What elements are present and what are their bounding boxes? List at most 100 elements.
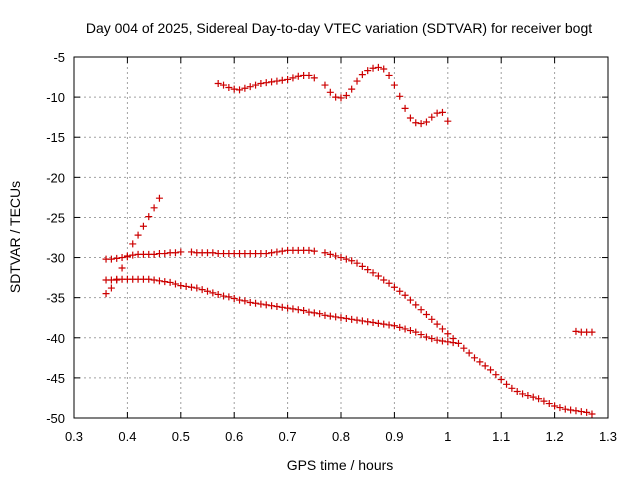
grid <box>74 57 608 418</box>
data-point <box>241 84 249 92</box>
data-point <box>284 75 292 83</box>
data-point <box>358 262 366 270</box>
data-point <box>236 86 244 94</box>
y-tick-label: -15 <box>46 130 65 145</box>
data-point <box>428 315 436 323</box>
data-point <box>428 113 436 121</box>
data-point <box>310 247 318 255</box>
x-axis-ticks: 0.3 0.4 0.5 0.6 0.7 0.8 0.9 1 1.1 1.2 1.3 <box>65 57 617 444</box>
data-point <box>396 287 404 295</box>
data-point <box>385 279 393 287</box>
plot-frame <box>73 56 609 419</box>
x-tick-label: 0.8 <box>332 429 350 444</box>
data-point <box>171 280 179 288</box>
data-point <box>588 410 596 418</box>
data-point <box>214 79 222 87</box>
data-point <box>145 213 153 221</box>
data-point <box>508 384 516 392</box>
data-point <box>454 339 462 347</box>
data-point <box>433 336 441 344</box>
y-tick-label: -45 <box>46 371 65 386</box>
data-point <box>262 79 270 87</box>
data-point <box>139 222 147 230</box>
data-point <box>433 109 441 117</box>
data-point <box>236 296 244 304</box>
series-arc-b <box>102 275 457 347</box>
data-point <box>305 308 313 316</box>
data-point <box>449 339 457 347</box>
data-point <box>294 72 302 80</box>
data-point <box>417 120 425 128</box>
data-point <box>348 315 356 323</box>
data-point <box>337 94 345 102</box>
data-point <box>561 405 569 413</box>
data-point <box>113 254 121 262</box>
data-point <box>401 325 409 333</box>
data-point <box>155 277 163 285</box>
data-point <box>390 81 398 89</box>
data-point <box>289 74 297 82</box>
x-tick-label: 1.1 <box>492 429 510 444</box>
data-point <box>551 402 559 410</box>
data-point <box>102 290 110 298</box>
data-point <box>310 74 318 82</box>
y-tick-label: -25 <box>46 210 65 225</box>
data-point <box>273 77 281 85</box>
data-point <box>118 264 126 272</box>
data-point <box>129 240 137 248</box>
data-point <box>380 276 388 284</box>
data-point <box>230 294 238 302</box>
data-point <box>321 81 329 89</box>
data-point <box>177 248 185 256</box>
data-point <box>129 251 137 259</box>
data-point <box>220 81 228 89</box>
data-points <box>102 63 596 418</box>
data-point <box>123 253 131 261</box>
data-point <box>588 328 596 336</box>
data-point <box>321 311 329 319</box>
data-point <box>390 283 398 291</box>
data-point <box>369 319 377 327</box>
data-point <box>422 118 430 126</box>
data-point <box>161 250 169 258</box>
data-point <box>438 108 446 116</box>
data-point <box>380 65 388 73</box>
series-arc-a <box>102 246 596 418</box>
data-point <box>209 249 217 257</box>
data-point <box>150 276 158 284</box>
data-point <box>225 83 233 91</box>
data-point <box>412 328 420 336</box>
data-point <box>225 293 233 301</box>
data-point <box>406 296 414 304</box>
data-point <box>342 315 350 323</box>
data-point <box>545 400 553 408</box>
data-point <box>321 249 329 257</box>
data-point <box>358 71 366 79</box>
data-point <box>519 390 527 398</box>
data-point <box>155 194 163 202</box>
data-point <box>583 408 591 416</box>
data-point <box>503 380 511 388</box>
data-point <box>198 286 206 294</box>
data-point <box>422 333 430 341</box>
data-point <box>268 249 276 257</box>
data-point <box>332 93 340 101</box>
x-tick-label: 0.7 <box>279 429 297 444</box>
data-point <box>214 290 222 298</box>
data-point <box>567 406 575 414</box>
y-axis-ticks: -50 -45 -40 -35 -30 -25 -20 -15 -10 -5 <box>46 50 608 426</box>
data-point <box>385 321 393 329</box>
data-point <box>305 246 313 254</box>
data-point <box>492 371 500 379</box>
y-tick-label: -40 <box>46 331 65 346</box>
data-point <box>487 366 495 374</box>
data-point <box>513 388 521 396</box>
data-point <box>438 337 446 345</box>
data-point <box>193 284 201 292</box>
data-point <box>284 304 292 312</box>
x-tick-label: 1 <box>444 429 451 444</box>
data-point <box>294 306 302 314</box>
data-point <box>252 299 260 307</box>
x-tick-label: 1.2 <box>546 429 564 444</box>
y-tick-label: -50 <box>46 411 65 426</box>
